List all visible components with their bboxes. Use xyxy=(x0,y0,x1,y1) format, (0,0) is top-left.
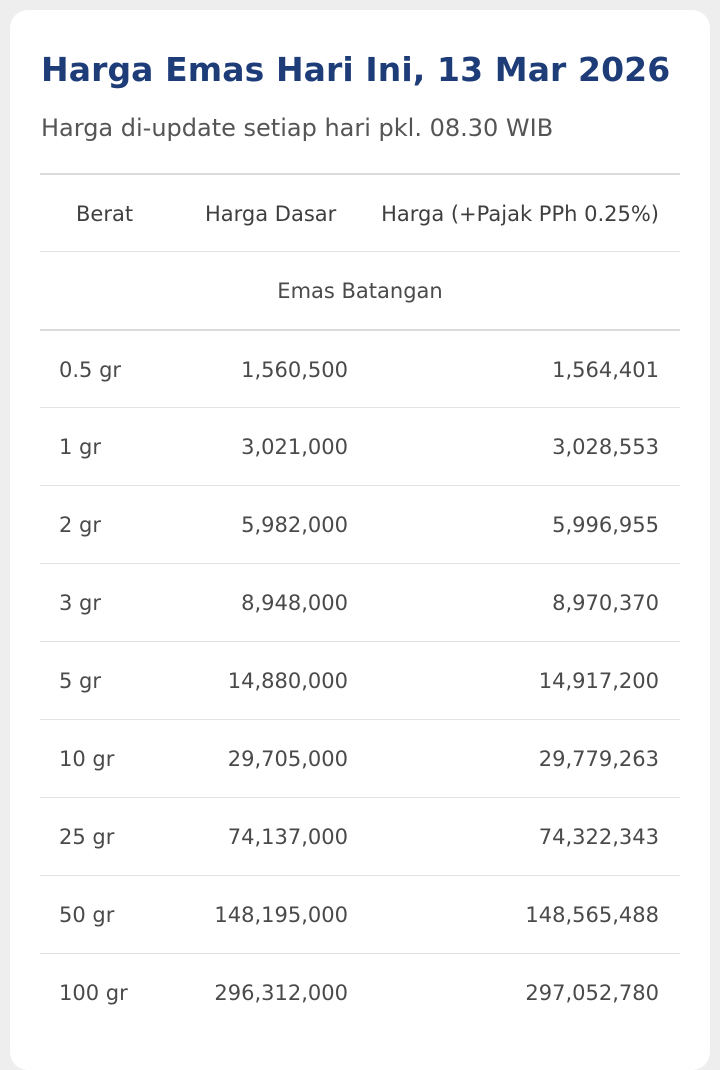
table-body: 0.5 gr 1,560,500 1,564,401 1 gr 3,021,000 3,0… xyxy=(40,329,680,1031)
row-harga-pajak: 3,028,553 xyxy=(552,435,659,459)
row-berat: 3 gr xyxy=(59,591,101,615)
row-harga-pajak: 148,565,488 xyxy=(525,903,659,927)
row-harga-dasar: 14,880,000 xyxy=(227,669,348,693)
table-row: 50 gr 148,195,000 148,565,488 xyxy=(40,875,680,953)
row-berat: 2 gr xyxy=(59,513,101,537)
row-harga-pajak: 1,564,401 xyxy=(552,358,659,382)
row-harga-dasar: 5,982,000 xyxy=(241,513,348,537)
row-harga-pajak: 74,322,343 xyxy=(538,825,659,849)
table-row: 10 gr 29,705,000 29,779,263 xyxy=(40,719,680,797)
row-harga-pajak: 297,052,780 xyxy=(525,981,659,1005)
row-berat: 0.5 gr xyxy=(59,358,122,382)
table-row: 1 gr 3,021,000 3,028,553 xyxy=(40,407,680,485)
price-card: Harga Emas Hari Ini, 13 Mar 2026 Harga d… xyxy=(10,10,710,1070)
table-row: 100 gr 296,312,000 297,052,780 xyxy=(40,953,680,1031)
update-note: Harga di-update setiap hari pkl. 08.30 W… xyxy=(41,114,554,142)
table-row: 5 gr 14,880,000 14,917,200 xyxy=(40,641,680,719)
row-harga-dasar: 148,195,000 xyxy=(214,903,348,927)
row-harga-dasar: 3,021,000 xyxy=(241,435,348,459)
section-row: Emas Batangan xyxy=(40,251,680,329)
header-berat: Berat xyxy=(76,202,134,226)
row-harga-pajak: 29,779,263 xyxy=(538,747,659,771)
row-harga-dasar: 296,312,000 xyxy=(214,981,348,1005)
header-harga-dasar: Harga Dasar xyxy=(205,202,337,226)
row-berat: 50 gr xyxy=(59,903,115,927)
row-berat: 10 gr xyxy=(59,747,115,771)
row-harga-pajak: 5,996,955 xyxy=(552,513,659,537)
page-title: Harga Emas Hari Ini, 13 Mar 2026 xyxy=(41,50,671,89)
row-berat: 25 gr xyxy=(59,825,115,849)
row-berat: 100 gr xyxy=(59,981,128,1005)
table-row: 0.5 gr 1,560,500 1,564,401 xyxy=(40,329,680,407)
table-row: 2 gr 5,982,000 5,996,955 xyxy=(40,485,680,563)
row-harga-dasar: 29,705,000 xyxy=(227,747,348,771)
row-harga-pajak: 14,917,200 xyxy=(538,669,659,693)
table-header-row: Berat Harga Dasar Harga (+Pajak PPh 0.25… xyxy=(40,173,680,251)
row-berat: 1 gr xyxy=(59,435,101,459)
header-harga-pajak: Harga (+Pajak PPh 0.25%) xyxy=(381,202,659,226)
gold-price-table: Berat Harga Dasar Harga (+Pajak PPh 0.25… xyxy=(40,173,680,1031)
section-label: Emas Batangan xyxy=(277,279,443,303)
row-harga-dasar: 8,948,000 xyxy=(241,591,348,615)
row-berat: 5 gr xyxy=(59,669,101,693)
table-row: 3 gr 8,948,000 8,970,370 xyxy=(40,563,680,641)
table-row: 25 gr 74,137,000 74,322,343 xyxy=(40,797,680,875)
row-harga-pajak: 8,970,370 xyxy=(552,591,659,615)
row-harga-dasar: 74,137,000 xyxy=(227,825,348,849)
row-harga-dasar: 1,560,500 xyxy=(241,358,348,382)
